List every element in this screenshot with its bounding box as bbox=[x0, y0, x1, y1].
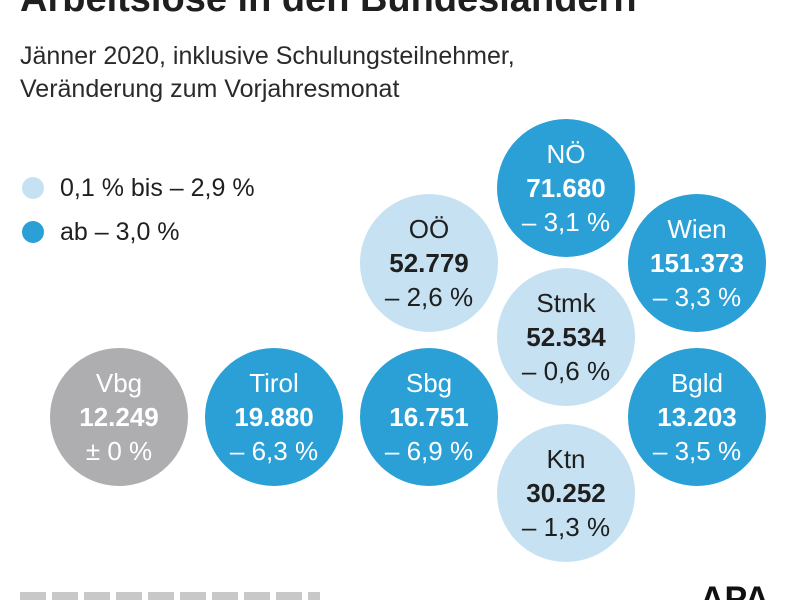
bubble-change-label: – 1,3 % bbox=[521, 512, 611, 542]
chart-title: Arbeitslose in den Bundesländern bbox=[20, 0, 637, 21]
bubble-value-label: 151.373 bbox=[650, 248, 744, 278]
bubble-ktn: Ktn 30.252 – 1,3 % bbox=[497, 424, 635, 562]
bubble-region-label: Tirol bbox=[249, 368, 299, 398]
bubble-value-label: 30.252 bbox=[526, 478, 606, 508]
legend-label: ab – 3,0 % bbox=[60, 217, 180, 246]
bubble-value-label: 13.203 bbox=[657, 402, 737, 432]
chart-subtitle: Jänner 2020, inklusive Schulungsteilnehm… bbox=[20, 40, 515, 106]
bubble-value-label: 71.680 bbox=[526, 173, 606, 203]
bubble-region-label: OÖ bbox=[408, 214, 450, 244]
legend-label: 0,1 % bis – 2,9 % bbox=[60, 173, 255, 202]
legend-item-light: 0,1 % bis – 2,9 % bbox=[22, 166, 255, 210]
bubble-value-label: 19.880 bbox=[234, 402, 314, 432]
bubble-stmk: Stmk 52.534 – 0,6 % bbox=[497, 268, 635, 406]
legend: 0,1 % bis – 2,9 % ab – 3,0 % bbox=[22, 166, 255, 254]
bubble-o: OÖ 52.779 – 2,6 % bbox=[360, 194, 498, 332]
svg-text:APA: APA bbox=[700, 580, 769, 600]
bubble-tirol: Tirol 19.880 – 6,3 % bbox=[205, 348, 343, 486]
bubble-region-label: Vbg bbox=[95, 368, 143, 398]
bubble-sbg: Sbg 16.751 – 6,9 % bbox=[360, 348, 498, 486]
bubble-region-label: Ktn bbox=[546, 444, 586, 474]
bubble-change-label: – 6,3 % bbox=[229, 436, 319, 466]
bubble-region-label: NÖ bbox=[546, 139, 586, 169]
bubble-value-label: 52.534 bbox=[526, 322, 606, 352]
legend-swatch-light bbox=[22, 177, 44, 199]
legend-item-dark: ab – 3,0 % bbox=[22, 210, 255, 254]
bubble-change-label: – 0,6 % bbox=[521, 356, 611, 386]
bubble-change-label: – 2,6 % bbox=[384, 282, 474, 312]
bubble-region-label: Sbg bbox=[405, 368, 453, 398]
apa-logo: APA bbox=[700, 580, 769, 600]
bubble-vbg: Vbg 12.249 ± 0 % bbox=[50, 348, 188, 486]
bubble-change-label: – 3,1 % bbox=[521, 207, 611, 237]
source-line bbox=[20, 592, 320, 600]
bubble-region-label: Bgld bbox=[670, 368, 724, 398]
bubble-wien: Wien 151.373 – 3,3 % bbox=[628, 194, 766, 332]
subtitle-line: Jänner 2020, inklusive Schulungsteilnehm… bbox=[20, 42, 515, 70]
bubble-bgld: Bgld 13.203 – 3,5 % bbox=[628, 348, 766, 486]
bubble-n: NÖ 71.680 – 3,1 % bbox=[497, 119, 635, 257]
bubble-region-label: Wien bbox=[667, 214, 727, 244]
bubble-value-label: 52.779 bbox=[389, 248, 469, 278]
bubble-change-label: – 6,9 % bbox=[384, 436, 474, 466]
bubble-value-label: 12.249 bbox=[79, 402, 159, 432]
subtitle-line: Veränderung zum Vorjahresmonat bbox=[20, 75, 400, 103]
bubble-value-label: 16.751 bbox=[389, 402, 469, 432]
bubble-change-label: – 3,5 % bbox=[652, 436, 742, 466]
legend-swatch-dark bbox=[22, 221, 44, 243]
bubble-change-label: – 3,3 % bbox=[652, 282, 742, 312]
bubble-change-label: ± 0 % bbox=[85, 436, 153, 466]
bubble-region-label: Stmk bbox=[536, 288, 596, 318]
